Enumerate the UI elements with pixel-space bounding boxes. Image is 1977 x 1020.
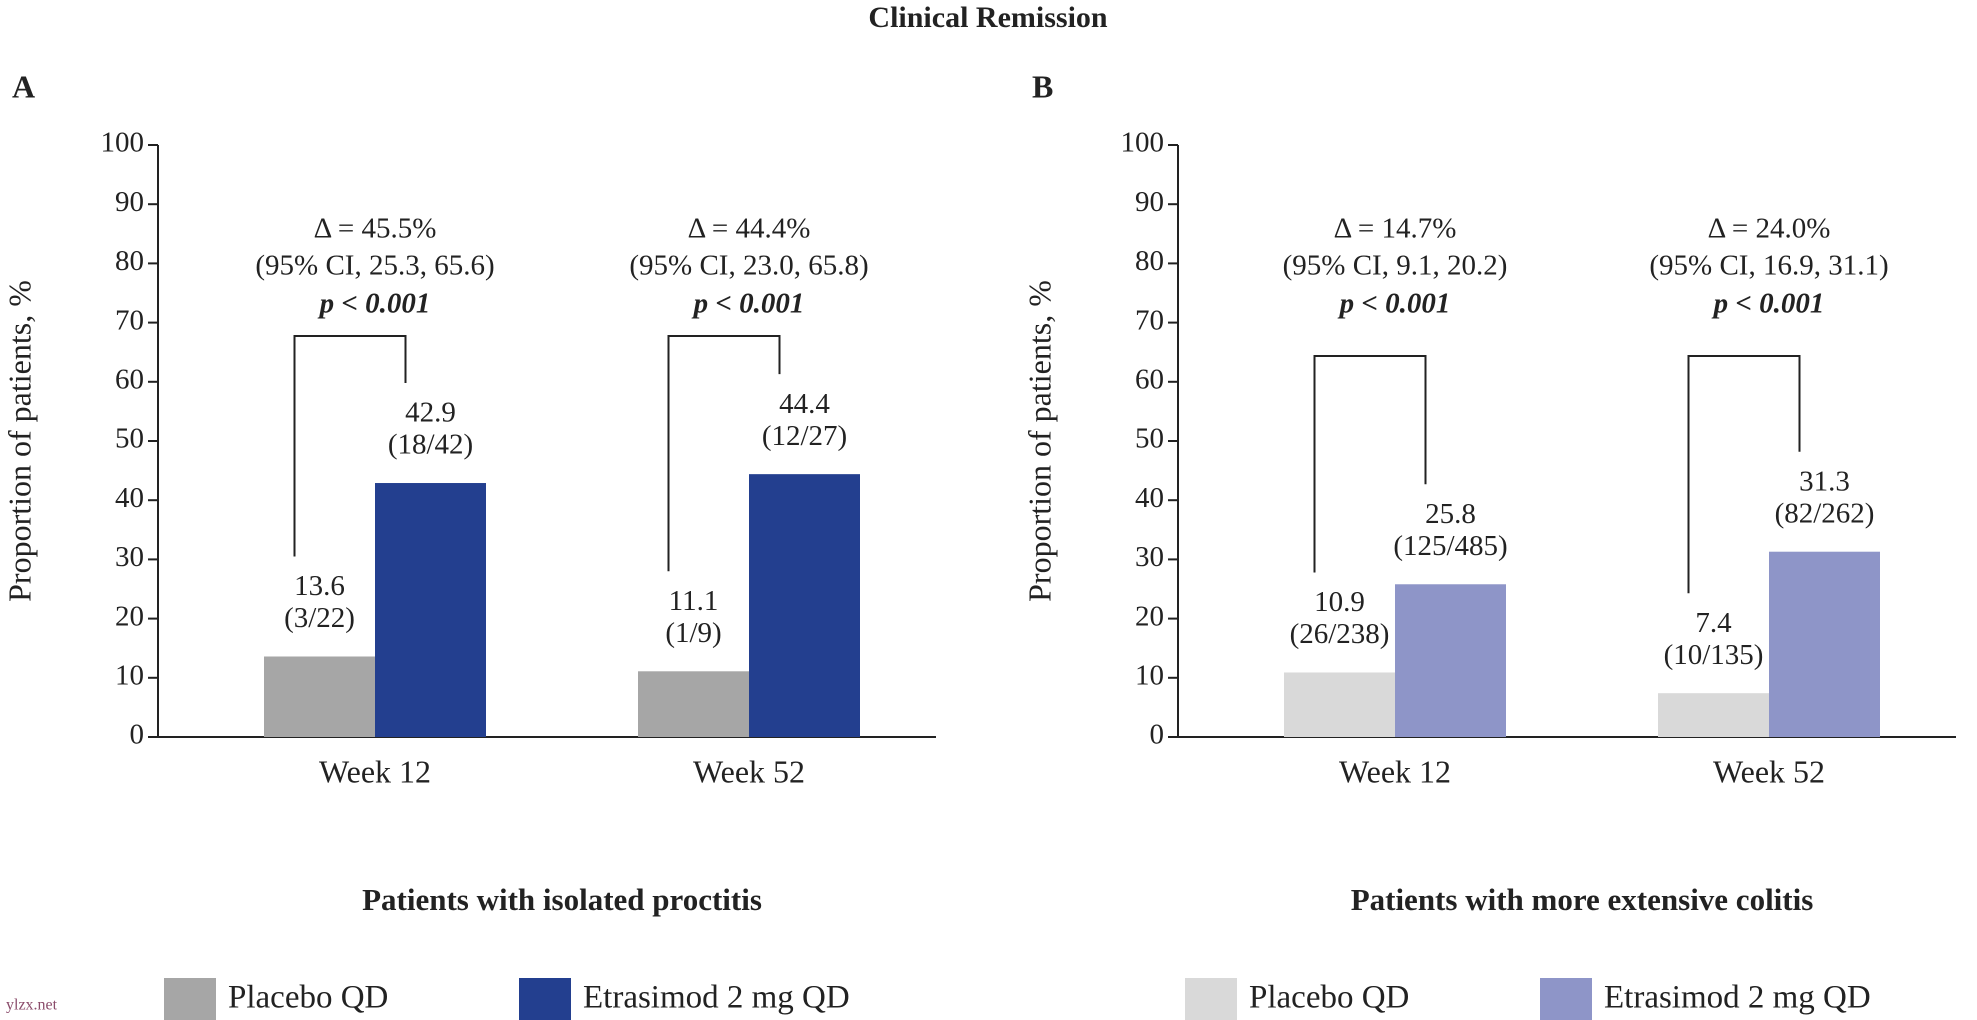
bracket bbox=[1687, 355, 1801, 594]
legend-label: Placebo QD bbox=[228, 980, 388, 1016]
bar bbox=[1284, 672, 1395, 737]
ci-label: (95% CI, 23.0, 65.8) bbox=[629, 250, 868, 282]
bar bbox=[749, 474, 860, 737]
y-tick-label: 40 bbox=[1135, 482, 1164, 514]
y-tick-label: 50 bbox=[115, 423, 144, 455]
count-label: (125/485) bbox=[1393, 530, 1507, 562]
bracket bbox=[1313, 355, 1427, 573]
count-label: (18/42) bbox=[388, 429, 473, 461]
x-tick-label: Week 12 bbox=[319, 753, 431, 789]
x-tick-label: Week 52 bbox=[1713, 753, 1825, 789]
delta-label: Δ = 45.5% bbox=[314, 213, 437, 245]
y-tick-label: 20 bbox=[115, 600, 144, 632]
figure-title: Clinical Remission bbox=[868, 1, 1107, 34]
legend-label: Placebo QD bbox=[1249, 980, 1409, 1016]
value-label: 11.1 bbox=[669, 585, 719, 617]
count-label: (12/27) bbox=[762, 420, 847, 452]
bracket bbox=[293, 335, 407, 557]
legend-swatch bbox=[164, 978, 216, 1020]
value-label: 31.3 bbox=[1799, 465, 1850, 497]
bar bbox=[1769, 551, 1880, 737]
subtitle: Patients with more extensive colitis bbox=[1351, 882, 1814, 917]
y-tick-label: 80 bbox=[115, 245, 144, 277]
y-tick-label: 60 bbox=[1135, 363, 1164, 395]
legend-label: Etrasimod 2 mg QD bbox=[1604, 980, 1871, 1016]
panel-label: A bbox=[12, 68, 35, 104]
y-tick-label: 100 bbox=[101, 127, 145, 159]
ci-label: (95% CI, 25.3, 65.6) bbox=[255, 250, 494, 282]
y-tick-label: 20 bbox=[1135, 600, 1164, 632]
y-tick-label: 60 bbox=[115, 363, 144, 395]
count-label: (3/22) bbox=[284, 602, 355, 634]
value-label: 10.9 bbox=[1314, 586, 1365, 618]
y-axis-label: Proportion of patients, % bbox=[1021, 280, 1057, 602]
count-label: (1/9) bbox=[665, 617, 721, 649]
value-label: 25.8 bbox=[1425, 498, 1476, 530]
bar bbox=[638, 671, 749, 737]
p-label: p < 0.001 bbox=[317, 288, 431, 320]
y-tick-label: 0 bbox=[1150, 719, 1165, 751]
value-label: 13.6 bbox=[294, 570, 345, 602]
delta-label: Δ = 44.4% bbox=[688, 213, 811, 245]
bar bbox=[1395, 584, 1506, 737]
p-label: p < 0.001 bbox=[1711, 288, 1825, 320]
value-label: 44.4 bbox=[779, 388, 830, 420]
legend-swatch bbox=[519, 978, 571, 1020]
legend-swatch bbox=[1185, 978, 1237, 1020]
ci-label: (95% CI, 9.1, 20.2) bbox=[1283, 250, 1508, 282]
y-tick-label: 30 bbox=[115, 541, 144, 573]
count-label: (10/135) bbox=[1664, 639, 1764, 671]
subtitle: Patients with isolated proctitis bbox=[362, 882, 762, 917]
y-tick-label: 100 bbox=[1121, 127, 1165, 159]
y-tick-label: 70 bbox=[1135, 304, 1164, 336]
value-label: 42.9 bbox=[405, 397, 456, 429]
bar bbox=[1658, 693, 1769, 737]
bracket bbox=[667, 335, 781, 572]
y-tick-label: 70 bbox=[115, 304, 144, 336]
x-tick-label: Week 52 bbox=[693, 753, 805, 789]
delta-label: Δ = 14.7% bbox=[1334, 213, 1457, 245]
legend-swatch bbox=[1540, 978, 1592, 1020]
bar bbox=[375, 483, 486, 737]
y-tick-label: 30 bbox=[1135, 541, 1164, 573]
legend-label: Etrasimod 2 mg QD bbox=[583, 980, 850, 1016]
panel-label: B bbox=[1032, 68, 1053, 104]
y-tick-label: 50 bbox=[1135, 423, 1164, 455]
y-tick-label: 40 bbox=[115, 482, 144, 514]
ci-label: (95% CI, 16.9, 31.1) bbox=[1649, 250, 1888, 282]
count-label: (26/238) bbox=[1290, 618, 1390, 650]
x-tick-label: Week 12 bbox=[1339, 753, 1451, 789]
y-tick-label: 10 bbox=[1135, 659, 1164, 691]
y-tick-label: 10 bbox=[115, 659, 144, 691]
y-axis-label: Proportion of patients, % bbox=[1, 280, 37, 602]
y-tick-label: 80 bbox=[1135, 245, 1164, 277]
y-tick-label: 90 bbox=[1135, 186, 1164, 218]
bar bbox=[264, 656, 375, 737]
y-tick-label: 0 bbox=[130, 719, 145, 751]
p-label: p < 0.001 bbox=[1337, 288, 1451, 320]
delta-label: Δ = 24.0% bbox=[1708, 213, 1831, 245]
watermark: ylzx.net bbox=[6, 997, 58, 1014]
value-label: 7.4 bbox=[1695, 607, 1732, 639]
y-tick-label: 90 bbox=[115, 186, 144, 218]
count-label: (82/262) bbox=[1775, 497, 1875, 529]
p-label: p < 0.001 bbox=[691, 288, 805, 320]
